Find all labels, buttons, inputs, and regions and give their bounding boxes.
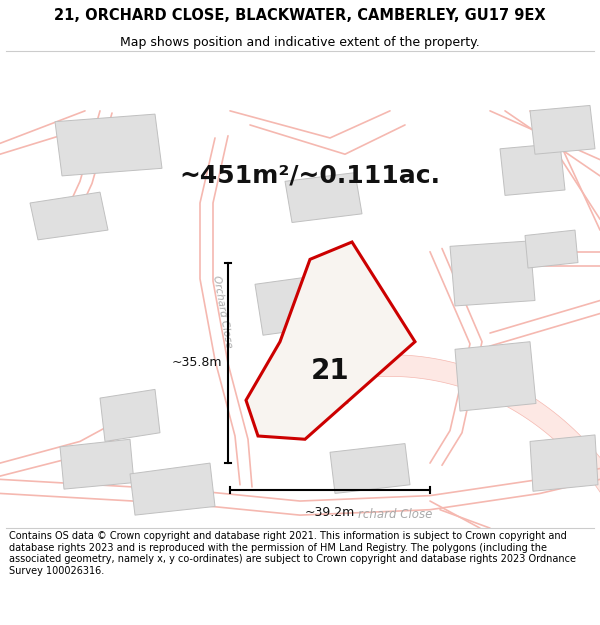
Polygon shape	[450, 241, 535, 306]
Text: ~451m²/~0.111ac.: ~451m²/~0.111ac.	[179, 164, 440, 188]
Text: Contains OS data © Crown copyright and database right 2021. This information is : Contains OS data © Crown copyright and d…	[9, 531, 576, 576]
Polygon shape	[60, 439, 134, 489]
Polygon shape	[285, 173, 362, 222]
Text: 21: 21	[311, 357, 349, 385]
Polygon shape	[525, 230, 578, 268]
Polygon shape	[246, 242, 415, 439]
Text: ~35.8m: ~35.8m	[172, 356, 222, 369]
Polygon shape	[250, 355, 600, 562]
Text: Orchard Close: Orchard Close	[211, 274, 233, 348]
Polygon shape	[330, 444, 410, 494]
Polygon shape	[30, 192, 108, 240]
Text: 21, ORCHARD CLOSE, BLACKWATER, CAMBERLEY, GU17 9EX: 21, ORCHARD CLOSE, BLACKWATER, CAMBERLEY…	[54, 8, 546, 22]
Polygon shape	[275, 344, 348, 414]
Polygon shape	[530, 106, 595, 154]
Polygon shape	[455, 342, 536, 411]
Polygon shape	[100, 389, 160, 441]
Text: Map shows position and indicative extent of the property.: Map shows position and indicative extent…	[120, 36, 480, 49]
Polygon shape	[55, 114, 162, 176]
Polygon shape	[130, 463, 215, 515]
Text: ~39.2m: ~39.2m	[305, 506, 355, 519]
Polygon shape	[530, 435, 598, 491]
Text: rchard Close: rchard Close	[358, 508, 432, 521]
Polygon shape	[255, 277, 318, 335]
Polygon shape	[500, 143, 565, 196]
